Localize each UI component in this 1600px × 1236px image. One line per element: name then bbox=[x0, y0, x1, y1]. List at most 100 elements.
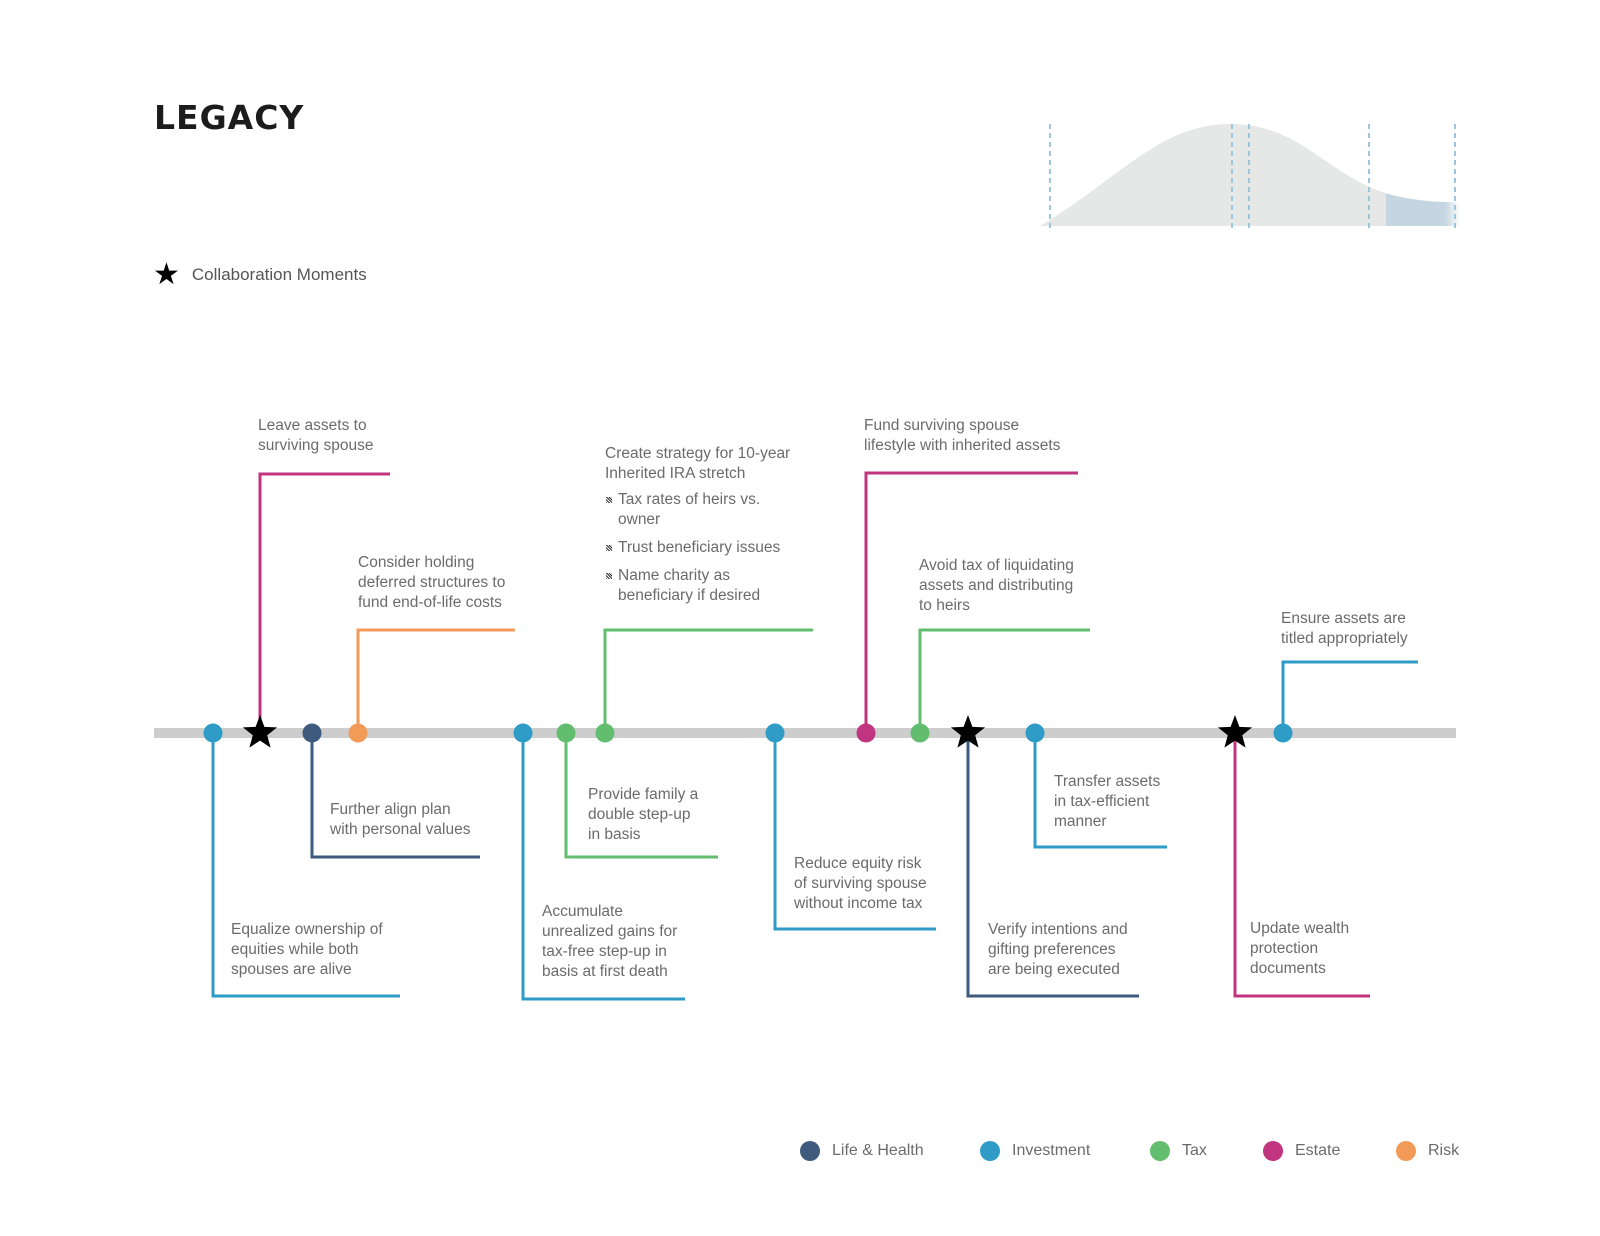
event-label-line: equities while both bbox=[231, 941, 359, 958]
event-label-line: in tax-efficient bbox=[1054, 793, 1150, 810]
event-label-line: deferred structures to bbox=[358, 574, 506, 591]
event-label-line: Verify intentions and bbox=[988, 921, 1128, 938]
event-label-line: tax-free step-up in bbox=[542, 943, 667, 960]
event-dot bbox=[556, 723, 576, 743]
event-label-line: Equalize ownership of bbox=[231, 921, 383, 938]
event-dot bbox=[203, 723, 223, 743]
event-label: Update wealth protection documents bbox=[1250, 919, 1349, 979]
event-dot bbox=[1025, 723, 1045, 743]
event-label: Fund surviving spouse lifestyle with inhe… bbox=[864, 416, 1060, 456]
event-label: Verify intentions and gifting preferences… bbox=[988, 920, 1128, 980]
event-label: Leave assets to surviving spouse bbox=[258, 416, 373, 456]
event-label: Avoid tax of liquidating assets and distr… bbox=[919, 556, 1074, 616]
star-icon: ★ bbox=[153, 257, 180, 292]
legend-item: Estate bbox=[1263, 1140, 1340, 1162]
event-connector bbox=[211, 733, 400, 998]
event-label-line: Update wealth bbox=[1250, 920, 1350, 937]
legend-label: Life & Health bbox=[832, 1142, 924, 1159]
event-label-line: Reduce equity risk bbox=[794, 855, 922, 872]
legend-item: Investment bbox=[980, 1140, 1090, 1162]
event-bullet: Tax rates of heirs vs. owner bbox=[605, 490, 790, 530]
event-connector bbox=[258, 472, 390, 733]
event-dot bbox=[1273, 723, 1293, 743]
event-label: Reduce equity risk of surviving spouse wit… bbox=[794, 854, 927, 914]
event-label-line: Accumulate bbox=[542, 903, 623, 920]
event-label-line: in basis bbox=[588, 826, 641, 843]
event-connector bbox=[310, 733, 480, 859]
collaboration-star-icon bbox=[242, 715, 278, 748]
event-dot bbox=[856, 723, 876, 743]
legend-label: Investment bbox=[1012, 1142, 1091, 1159]
event-label-line: double step-up bbox=[588, 806, 691, 823]
event-label: Consider holding deferred structures to fu… bbox=[358, 553, 505, 613]
event-label-line: without income tax bbox=[794, 895, 923, 912]
legend-dot bbox=[800, 1141, 820, 1161]
event-dot bbox=[595, 723, 615, 743]
event-label: Ensure assets are titled appropriately bbox=[1281, 609, 1408, 649]
event-bullet-line: beneficiary if desired bbox=[618, 587, 761, 604]
collaboration-star-icon bbox=[950, 715, 986, 748]
event-connector bbox=[564, 733, 718, 859]
event-label-line: Fund surviving spouse bbox=[864, 417, 1020, 434]
event-label-line: lifestyle with inherited assets bbox=[864, 437, 1061, 454]
legend-item: Life & Health bbox=[800, 1140, 924, 1162]
curve-area bbox=[1040, 124, 1460, 226]
event-label-line: spouses are alive bbox=[231, 961, 352, 978]
event-label-line: protection bbox=[1250, 940, 1319, 957]
event-bullet-line: owner bbox=[618, 511, 661, 528]
event-dot bbox=[348, 723, 368, 743]
event-connector bbox=[356, 628, 515, 733]
event-connector bbox=[773, 733, 936, 931]
event-bullet: Trust beneficiary issues bbox=[605, 538, 790, 558]
event-label-line: of surviving spouse bbox=[794, 875, 927, 892]
event-label-line: to heirs bbox=[919, 597, 970, 614]
event-connector bbox=[918, 628, 1090, 733]
event-label-line: fund end-of-life costs bbox=[358, 594, 502, 611]
collaboration-star-icon bbox=[1217, 715, 1253, 748]
event-label: Equalize ownership of equities while both… bbox=[231, 920, 383, 980]
event-bullet-list: Tax rates of heirs vs. owner Trust benefic… bbox=[605, 490, 790, 606]
event-dot bbox=[765, 723, 785, 743]
event-connector bbox=[1033, 733, 1167, 849]
event-label-line: with personal values bbox=[330, 821, 471, 838]
legend-item: Tax bbox=[1150, 1140, 1207, 1162]
event-label-line: documents bbox=[1250, 960, 1326, 977]
event-label-line: Inherited IRA stretch bbox=[605, 465, 746, 482]
event-label-line: manner bbox=[1054, 813, 1107, 830]
legend-dot bbox=[1396, 1141, 1416, 1161]
event-label-line: gifting preferences bbox=[988, 941, 1116, 958]
collaboration-legend-label: Collaboration Moments bbox=[191, 265, 367, 284]
event-connector bbox=[1233, 733, 1370, 998]
event-bullet-line: Name charity as bbox=[618, 567, 730, 584]
event-label-line: Transfer assets bbox=[1054, 773, 1161, 790]
event-label: Further align plan with personal values bbox=[330, 800, 470, 840]
event-label-line: are being executed bbox=[988, 961, 1120, 978]
legend-label: Risk bbox=[1428, 1142, 1460, 1159]
event-label: Create strategy for 10-year Inherited IRA… bbox=[605, 444, 790, 614]
legend-dot bbox=[980, 1141, 1000, 1161]
event-label-line: Create strategy for 10-year bbox=[605, 445, 791, 462]
event-bullet-line: Tax rates of heirs vs. bbox=[618, 491, 761, 508]
event-label: Provide family a double step-up in basis bbox=[588, 785, 698, 845]
timeline bbox=[154, 471, 1456, 1001]
event-connector bbox=[1281, 660, 1418, 733]
event-label: Transfer assets in tax-efficient manner bbox=[1054, 772, 1160, 832]
life-stage-curve bbox=[1040, 124, 1460, 228]
event-label-line: Further align plan bbox=[330, 801, 451, 818]
legend-label: Estate bbox=[1295, 1142, 1341, 1159]
event-label-line: titled appropriately bbox=[1281, 630, 1408, 647]
legend-dot bbox=[1150, 1141, 1170, 1161]
event-bullet-line: Trust beneficiary issues bbox=[618, 539, 781, 556]
event-label-line: assets and distributing bbox=[919, 577, 1074, 594]
event-connector bbox=[966, 733, 1139, 998]
legend-dot bbox=[1263, 1141, 1283, 1161]
event-label-line: Leave assets to bbox=[258, 417, 367, 434]
event-label-line: Ensure assets are bbox=[1281, 610, 1406, 627]
event-label-line: Provide family a bbox=[588, 786, 699, 803]
event-label-line: unrealized gains for bbox=[542, 923, 678, 940]
event-label-line: Consider holding bbox=[358, 554, 475, 571]
collaboration-legend: ★ Collaboration Moments bbox=[153, 260, 367, 290]
event-label-line: Avoid tax of liquidating bbox=[919, 557, 1074, 574]
event-label-line: surviving spouse bbox=[258, 437, 374, 454]
